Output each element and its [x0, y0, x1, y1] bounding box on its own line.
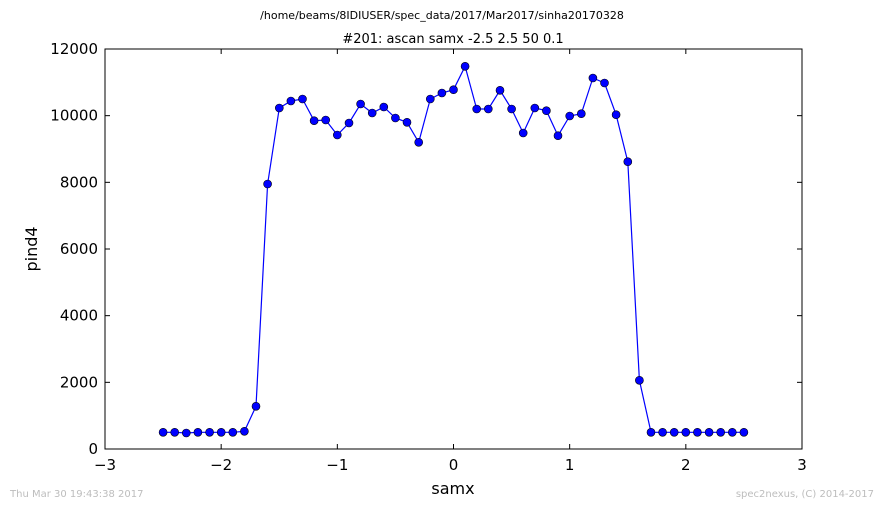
- data-point: [588, 73, 598, 83]
- x-tick-label: −2: [210, 456, 232, 474]
- data-point: [635, 375, 644, 385]
- data-point: [623, 157, 633, 166]
- y-tick-label: 4000: [60, 307, 98, 325]
- data-point: [158, 427, 168, 437]
- x-tick-label: 0: [449, 456, 459, 474]
- data-point: [263, 179, 272, 189]
- data-point: [182, 428, 191, 438]
- data-point: [321, 115, 331, 125]
- data-point: [402, 118, 412, 127]
- footer-credit: spec2nexus, (C) 2014-2017: [735, 489, 874, 500]
- data-point: [495, 86, 505, 95]
- data-point: [309, 116, 319, 125]
- data-point: [565, 111, 575, 121]
- data-point: [425, 94, 435, 104]
- data-point: [251, 401, 261, 411]
- data-point: [274, 103, 284, 113]
- data-point: [576, 109, 586, 118]
- plot-frame: [104, 48, 803, 450]
- data-point: [332, 130, 342, 140]
- series-line: [163, 64, 744, 434]
- axis-ticks: −3 −2 −1 0 1 2 3 0 2000 4000 6000 8000 10000 12000: [50, 40, 806, 474]
- data-point: [391, 113, 400, 123]
- data-point: [646, 427, 656, 437]
- data-point: [483, 104, 493, 114]
- y-tick-label: 6000: [60, 240, 98, 258]
- footer-timestamp: Thu Mar 30 19:43:38 2017: [10, 489, 144, 500]
- plot-layer: [158, 62, 749, 438]
- data-point: [286, 96, 296, 106]
- data-point: [727, 427, 737, 437]
- y-tick-label: 8000: [60, 173, 98, 191]
- data-point: [379, 102, 389, 112]
- data-point: [240, 426, 249, 436]
- chart-title: #201: ascan samx -2.5 2.5 50 0.1: [342, 32, 563, 47]
- data-point: [205, 427, 214, 437]
- x-tick-label: 1: [565, 456, 575, 474]
- data-point: [170, 427, 179, 437]
- data-point: [437, 88, 447, 98]
- data-point: [681, 427, 691, 437]
- data-point: [367, 108, 377, 118]
- data-point: [553, 131, 563, 140]
- x-tick-label: −1: [326, 456, 348, 474]
- data-point: [472, 104, 482, 114]
- file-path-title: /home/beams/8IDIUSER/spec_data/2017/Mar2…: [260, 9, 624, 22]
- data-point: [600, 78, 609, 88]
- data-point: [193, 427, 203, 437]
- data-point: [228, 427, 238, 437]
- data-point: [414, 138, 424, 147]
- data-point: [216, 427, 226, 437]
- data-point: [704, 427, 714, 437]
- x-tick-label: 2: [681, 456, 691, 474]
- y-tick-label: 12000: [50, 40, 98, 58]
- y-tick-label: 2000: [60, 373, 98, 391]
- data-point: [542, 106, 551, 115]
- data-point: [518, 128, 528, 138]
- data-point: [344, 118, 354, 128]
- x-tick-label: −3: [94, 456, 116, 474]
- data-point: [669, 427, 679, 437]
- y-axis-label: pind4: [22, 226, 41, 271]
- y-tick-label: 10000: [50, 107, 98, 125]
- data-point: [716, 427, 726, 437]
- data-point: [460, 62, 470, 71]
- y-tick-label: 0: [88, 440, 98, 458]
- data-point: [449, 85, 458, 94]
- data-point: [611, 110, 621, 119]
- data-point: [298, 94, 307, 104]
- data-point: [739, 427, 749, 437]
- data-point: [693, 427, 702, 437]
- data-point: [356, 99, 365, 109]
- x-axis-label: samx: [431, 479, 474, 498]
- data-point: [530, 103, 540, 113]
- x-tick-label: 3: [797, 456, 807, 474]
- data-point: [658, 427, 667, 437]
- data-point: [507, 104, 516, 114]
